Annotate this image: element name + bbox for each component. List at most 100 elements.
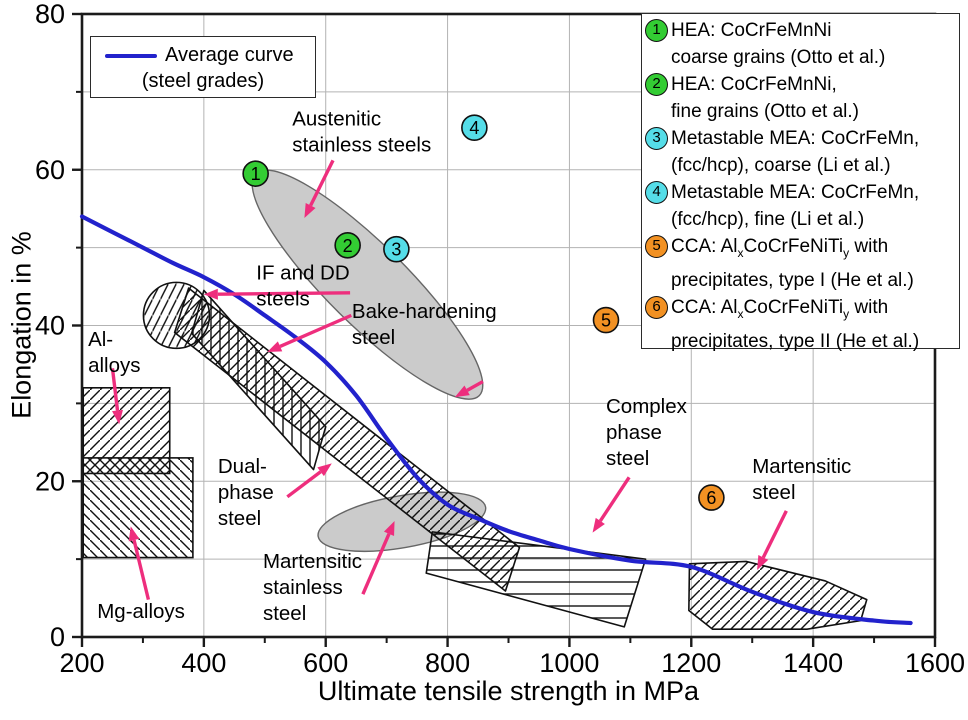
austenitic-label: Austenitic stainless steels (292, 107, 431, 156)
bake-hardening-label-arrow-line (279, 313, 352, 348)
legend-text-4: Metastable MEA: CoCrFeMn, (fcc/hcp), fine… (671, 182, 920, 230)
average-curve (79, 214, 913, 626)
region-complex-phase-steel (425, 531, 647, 628)
dual-phase-label-arrow-head (317, 463, 332, 477)
complex-phase-label-arrow-line (598, 476, 631, 522)
complex-phase-label-line: phase (606, 421, 662, 444)
y-tick-label: 60 (35, 155, 65, 185)
regions-layer (82, 169, 868, 631)
martensitic-stainless-label-line: steel (263, 602, 306, 625)
curve-legend-line1: Average curve (165, 44, 294, 66)
x-tick-label: 600 (303, 648, 348, 678)
x-axis-title: Ultimate tensile strength in MPa (317, 676, 700, 706)
x-tick-label: 1400 (783, 648, 843, 678)
data-point-6: 6 (698, 484, 725, 511)
curve-legend-line2: (steel grades) (141, 70, 265, 92)
average-curve-layer (79, 214, 913, 626)
data-point-2: 2 (334, 231, 361, 259)
points-legend-box: 1 HEA: CoCrFeMnNi coarse grains (Otto et a… (641, 13, 960, 352)
legend-text-3: Metastable MEA: CoCrFeMn, (fcc/hcp), coar… (671, 128, 920, 176)
austenitic-label-arrow-line (466, 380, 484, 392)
region-bake-hardening-steel (190, 289, 327, 471)
bake-hardening-label: Bake-hardening steel (352, 300, 497, 349)
legend-item-2: 2 HEA: CoCrFeMnNi, fine grains (Otto et al… (645, 71, 957, 125)
annotation-arrows-layer (110, 159, 788, 601)
austenitic-label-line: Austenitic (292, 107, 381, 130)
martensitic-stainless-label-arrow-line (361, 533, 391, 595)
y-tick-label: 0 (50, 622, 65, 652)
al-alloys-label-arrow-line (110, 368, 120, 411)
legend-marker-1: 1 (645, 19, 668, 42)
legend-marker-4: 4 (645, 181, 668, 204)
x-tick-label: 1600 (905, 648, 965, 678)
data-point-5-number: 5 (601, 311, 611, 331)
legend-text-5: CCA: AlxCoCrFeNiTiy with precipitates, ty… (671, 236, 914, 291)
austenitic-label-arrow-line (309, 159, 335, 207)
martensitic-steel-label: Martensitic steel (752, 455, 851, 504)
legend-item-5: 5 CCA: AlxCoCrFeNiTiy with precipitates, t… (645, 233, 957, 294)
complex-phase-label-arrow-head (592, 517, 605, 533)
y-tick-label: 40 (35, 311, 65, 341)
austenitic-label-arrow-head (304, 203, 316, 219)
al-alloys-label-arrow-head (112, 409, 123, 425)
legend-marker-5: 5 (645, 235, 668, 258)
x-tick-label: 400 (181, 648, 226, 678)
martensitic-steel-label-line: steel (752, 481, 795, 504)
data-point-1: 1 (242, 160, 269, 187)
legend-marker-3: 3 (645, 127, 668, 150)
al-alloys-label: Al-alloys (88, 328, 140, 377)
complex-phase-label-line: steel (606, 447, 649, 470)
if-dd-label: IF and DD steels (256, 262, 349, 311)
legend-marker-2: 2 (645, 73, 668, 96)
martensitic-stainless-label-line: stainless (263, 576, 343, 599)
annotation-labels-layer: Austenitic stainless steels IF and DD steel… (88, 107, 851, 624)
legend-marker-6: 6 (645, 295, 668, 319)
if-dd-label-line: IF and DD (256, 262, 349, 285)
data-point-5-marker (592, 306, 620, 334)
mg-alloys-label-line: Mg-alloys (97, 600, 185, 623)
if-dd-label-arrow-head (203, 288, 218, 300)
dual-phase-label-line: Dual- (218, 455, 267, 478)
y-tick-label: 20 (35, 466, 65, 496)
data-point-3: 3 (383, 235, 410, 263)
legend-text-6: CCA: AlxCoCrFeNiTiy with precipitates, ty… (671, 296, 920, 352)
complex-phase-label-line: Complex (606, 395, 688, 418)
curve-legend-box: Average curve (steel grades) (90, 36, 316, 98)
data-point-1-number: 1 (251, 164, 261, 184)
legend-item-1: 1 HEA: CoCrFeMnNi coarse grains (Otto et a… (645, 17, 957, 71)
data-point-4: 4 (461, 114, 488, 141)
data-point-2-number: 2 (343, 236, 353, 256)
data-point-1-marker (242, 160, 269, 187)
austenitic-label-arrow-head (454, 385, 470, 398)
legend-item-4: 4 Metastable MEA: CoCrFeMn, (fcc/hcp), fin… (645, 179, 957, 233)
data-point-4-marker (461, 114, 488, 141)
martensitic-steel-label-arrow-head (757, 555, 769, 571)
data-point-3-marker (383, 235, 410, 263)
data-point-6-marker (698, 484, 725, 511)
x-tick-label: 800 (425, 648, 470, 678)
data-point-5: 5 (592, 306, 620, 334)
x-tick-label: 200 (59, 648, 104, 678)
legend-text-1: HEA: CoCrFeMnNi coarse grains (Otto et al… (671, 20, 886, 68)
x-tick-label: 1200 (661, 648, 721, 678)
martensitic-steel-label-line: Martensitic (752, 455, 851, 478)
austenitic-label-line: stainless steels (292, 133, 431, 156)
mg-alloys-label-arrow-head (128, 526, 140, 542)
region-mg-alloys (82, 457, 194, 559)
if-dd-label-line: steels (256, 288, 310, 311)
dual-phase-label-line: phase (218, 481, 274, 504)
y-axis-title: Elongation in % (6, 231, 37, 419)
al-alloys-label-line: Al- (88, 328, 113, 351)
martensitic-steel-label-arrow-line (761, 510, 788, 559)
dual-phase-label-line: steel (218, 507, 261, 530)
bake-hardening-label-line: Bake-hardening (352, 300, 497, 323)
bake-hardening-label-line: steel (352, 326, 395, 349)
data-point-6-number: 6 (706, 488, 716, 508)
dual-phase-label-arrow-line (286, 470, 322, 499)
dual-phase-label: Dual-phase steel (218, 455, 274, 530)
al-alloys-label-line: alloys (88, 354, 140, 377)
legend-item-3: 3 Metastable MEA: CoCrFeMn, (fcc/hcp), coa… (645, 125, 957, 179)
data-point-4-number: 4 (469, 118, 479, 138)
